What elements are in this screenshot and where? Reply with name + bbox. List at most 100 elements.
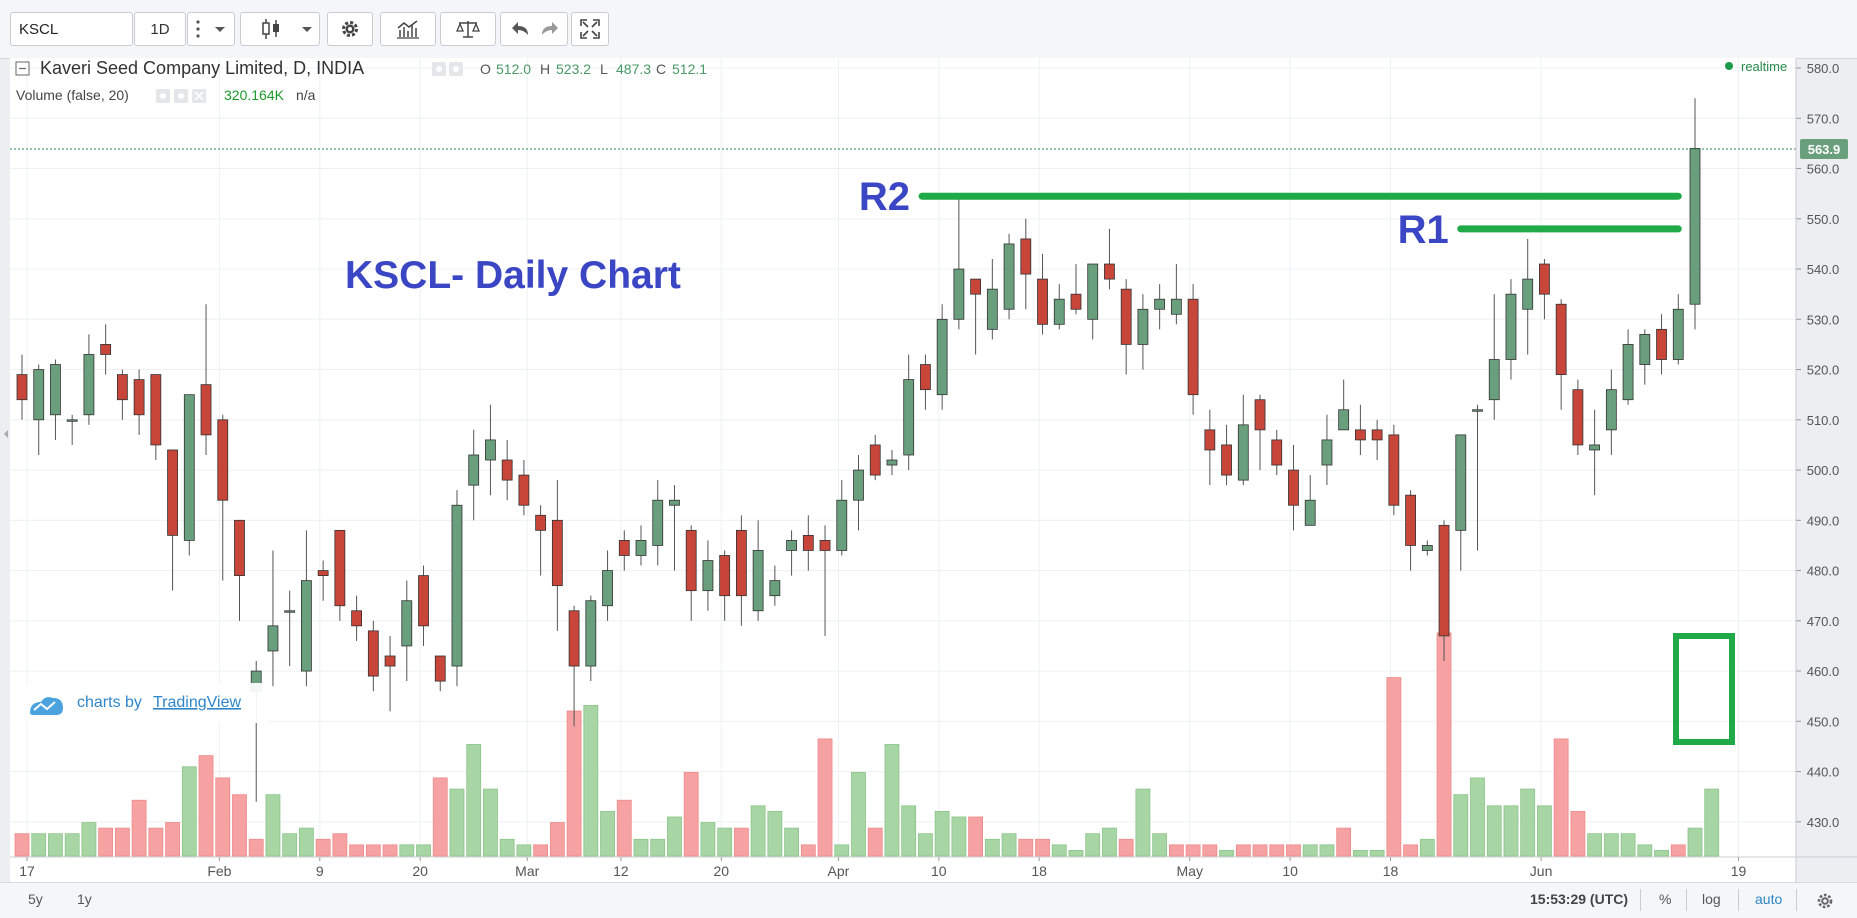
candle-body [200,384,212,436]
candle-body [1438,524,1450,637]
candle-body [1037,278,1048,325]
candle-body [384,655,396,667]
volume-bar [1051,844,1067,857]
volume-bar [951,816,967,857]
candle-body [1355,429,1366,441]
log-scale-button[interactable]: log [1702,891,1721,907]
bottom-settings-icon[interactable] [1815,891,1835,914]
candle-body [853,469,864,501]
grid [10,58,1796,857]
time-axis-label: 19 [1731,863,1747,879]
candle-body [267,625,279,652]
watermark-prefix: charts by [77,694,142,711]
price-axis-label: 470.0 [1807,614,1840,629]
volume-bar [48,833,63,857]
candle-body [970,278,982,295]
volume-eye-icon[interactable] [156,89,170,103]
candle-body [83,354,95,416]
chart-style-button[interactable] [240,12,320,46]
candle-body [167,449,178,536]
volume-bar [466,744,482,857]
volume-bar [851,771,866,857]
interval-button[interactable]: 1D [134,12,186,46]
volume-bar [399,844,415,857]
candle-body [802,534,814,551]
candle-body [903,379,915,456]
volume-value: 320.164K [224,87,285,103]
settings-button[interactable] [327,12,373,46]
redo-icon[interactable] [539,20,559,38]
realtime-dot-icon [1725,62,1733,70]
auto-scale-button[interactable]: auto [1755,891,1783,907]
indicators-button[interactable] [380,12,436,46]
bottom-divider [1640,889,1641,911]
time-axis-label: 20 [714,863,730,879]
undo-redo-group [500,12,568,46]
volume-bar [1302,844,1318,857]
realtime-label: realtime [1741,59,1787,74]
time-axis-label: 10 [1282,863,1298,879]
volume-bar [968,816,984,857]
collapse-arrow-icon[interactable] [4,430,8,438]
fullscreen-button[interactable] [571,12,609,46]
compare-icon [455,19,481,39]
volume-bar [1587,833,1603,857]
candle-body [1622,344,1634,401]
price-chart-svg[interactable]: R2 R1 430.0 440.0 450.0 460.0 470.0 480.0 490.0… [0,58,1857,882]
candle-body [568,610,580,667]
percent-scale-button[interactable]: % [1659,891,1672,907]
price-axis-label: 540.0 [1807,262,1840,277]
candle-body [719,555,731,597]
legend-eye-icon[interactable] [432,62,446,76]
undo-icon[interactable] [511,20,531,38]
candle-body [1237,424,1249,481]
more-button[interactable] [187,12,235,46]
price-axis-label: 500.0 [1807,463,1840,478]
candle-body [735,529,747,597]
tradingview-watermark[interactable]: charts by TradingView [10,683,268,723]
price-axis-label: 570.0 [1807,111,1840,126]
volume-bar [533,844,549,857]
volume-bar [349,844,365,857]
candle-body [317,570,329,576]
compare-button[interactable] [440,12,496,46]
volume-bar [165,822,180,857]
volume-bar [1637,844,1653,857]
legend-settings-icon[interactable] [449,62,463,76]
candle-body [50,364,61,416]
candle-body [786,540,797,551]
chart-area[interactable]: R2 R1 430.0 440.0 450.0 460.0 470.0 480.0 490.0… [0,58,1857,882]
volume-settings-icon[interactable] [174,89,188,103]
symbol-search-input[interactable]: KSCL [10,12,133,46]
candle-body [1221,444,1232,476]
candle-body [819,540,831,551]
candle-body [1405,494,1416,546]
volume-bar [265,794,281,857]
time-axis-label: 12 [613,863,629,879]
candle-body [702,560,714,592]
volume-bar [750,805,766,857]
volume-bar [1470,777,1485,857]
volume-bar [1654,850,1669,857]
price-axis-label: 520.0 [1807,363,1840,378]
open-label: O [480,61,491,77]
low-value: 487.3 [616,61,651,77]
volume-bar [1286,844,1301,857]
volume-bar [315,838,331,857]
candle-body [1539,263,1550,295]
volume-bar [934,810,950,857]
volume-close-icon[interactable] [192,89,206,103]
candle-body [1304,499,1316,526]
volume-bar [566,710,582,857]
volume-highlight-box [1673,633,1735,745]
price-axis-label: 450.0 [1807,714,1840,729]
volume-bar [733,827,749,857]
volume-bar [1202,844,1218,857]
last-price-text: 563.9 [1808,142,1841,157]
candle-body [886,459,898,466]
candle-body [1421,545,1433,551]
volume-bar [1035,838,1050,857]
volume-bar [633,838,649,857]
range-1y-button[interactable]: 1y [77,891,92,907]
range-5y-button[interactable]: 5y [28,891,43,907]
